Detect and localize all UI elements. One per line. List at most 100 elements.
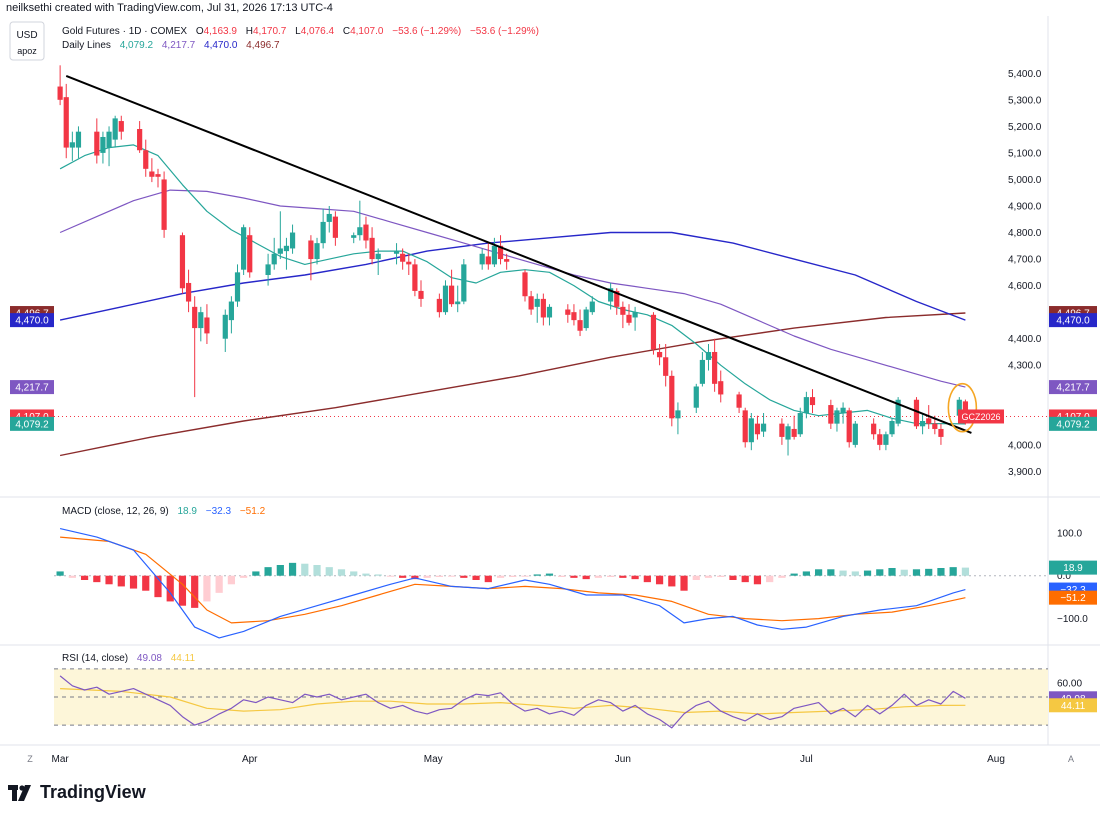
candle bbox=[289, 224, 296, 254]
candle-body bbox=[204, 317, 210, 334]
macd-histogram-bar bbox=[619, 575, 627, 578]
candle bbox=[589, 296, 595, 315]
macd-histogram-bar bbox=[362, 573, 370, 576]
candle bbox=[871, 418, 877, 440]
macd-histogram-bar bbox=[313, 565, 321, 576]
candle-body bbox=[283, 245, 290, 252]
tradingview-logo[interactable]: TradingView bbox=[8, 782, 146, 803]
trendline[interactable] bbox=[65, 74, 972, 434]
candle-body bbox=[577, 320, 583, 331]
macd-histogram-bar bbox=[961, 567, 970, 576]
candle-body bbox=[363, 224, 369, 241]
candle bbox=[656, 344, 663, 366]
candle-body bbox=[320, 221, 326, 244]
macd-histogram-bar bbox=[607, 575, 615, 577]
price-tick-label: 5,200.0 bbox=[1008, 122, 1042, 133]
price-tick-label: 3,900.0 bbox=[1008, 467, 1042, 478]
candle-body bbox=[675, 410, 681, 419]
low-value: 4,076.4 bbox=[301, 26, 335, 37]
left-price-label: 4,079.2 bbox=[15, 419, 49, 430]
candle bbox=[571, 304, 577, 326]
candle-body bbox=[479, 253, 485, 265]
axis-corner-right[interactable]: A bbox=[1068, 754, 1074, 764]
candle-body bbox=[192, 306, 198, 329]
macd-histogram-bar bbox=[888, 568, 896, 576]
candle bbox=[540, 293, 546, 326]
candle-body bbox=[846, 410, 852, 443]
macd-histogram-bar bbox=[876, 569, 884, 576]
candle bbox=[620, 301, 626, 329]
candle bbox=[228, 296, 234, 334]
candle bbox=[192, 296, 198, 398]
candle-body bbox=[779, 423, 785, 437]
candle-body bbox=[626, 314, 632, 323]
candle-body bbox=[565, 309, 571, 315]
candle-body bbox=[455, 301, 461, 305]
time-tick-label: Jul bbox=[800, 754, 813, 765]
tradingview-brand: TradingView bbox=[40, 782, 146, 802]
chart-canvas[interactable]: USD apoz Gold Futures · 1D · COMEX O4,16… bbox=[0, 0, 1100, 780]
highlight-circle[interactable] bbox=[947, 382, 978, 433]
macd-histogram-bar bbox=[521, 575, 529, 577]
candle bbox=[363, 216, 369, 249]
macd-histogram-bar bbox=[631, 575, 639, 580]
candle bbox=[534, 293, 540, 323]
candle-body bbox=[277, 248, 283, 254]
macd-histogram-bar bbox=[729, 575, 737, 580]
price-tick-label: 4,600.0 bbox=[1008, 281, 1042, 292]
rsi-ma-line bbox=[60, 688, 966, 715]
candle-body bbox=[712, 351, 718, 384]
macd-histogram-bar bbox=[325, 567, 333, 576]
macd-histogram-bar bbox=[460, 575, 468, 578]
macd-histogram-bar bbox=[558, 575, 566, 577]
macd-value-macd: −32.3 bbox=[206, 506, 232, 517]
macd-label: MACD (close, 12, 26, 9) bbox=[62, 506, 169, 517]
candle-body bbox=[583, 309, 589, 329]
candle bbox=[712, 338, 718, 392]
macd-histogram-bar bbox=[227, 575, 235, 585]
macd-histogram-bar bbox=[350, 571, 358, 576]
candle-body bbox=[369, 237, 375, 260]
candle-body bbox=[546, 306, 553, 318]
candle-body bbox=[589, 301, 595, 313]
macd-histogram-bar bbox=[93, 575, 101, 583]
candle-body bbox=[852, 423, 858, 445]
candle bbox=[332, 211, 338, 246]
macd-histogram-bar bbox=[925, 568, 933, 576]
axis-price-label: 4,217.7 bbox=[1056, 383, 1090, 394]
candle bbox=[314, 237, 320, 265]
left-price-label-box bbox=[10, 313, 54, 328]
candle bbox=[283, 237, 290, 270]
candle-body bbox=[938, 428, 944, 437]
candle bbox=[791, 415, 797, 440]
candle bbox=[828, 399, 834, 429]
candle-body bbox=[94, 131, 100, 156]
close-value: 4,107.0 bbox=[350, 26, 384, 37]
daily-line-ma50: 4,217.7 bbox=[162, 40, 196, 51]
candle bbox=[198, 306, 204, 342]
candle-body bbox=[497, 245, 504, 260]
candle-body bbox=[803, 397, 809, 414]
macd-histogram-bar bbox=[264, 567, 272, 576]
left-price-label-box bbox=[10, 380, 54, 395]
macd-histogram-bar bbox=[178, 575, 187, 606]
candle bbox=[271, 237, 277, 270]
candle bbox=[834, 407, 840, 432]
axis-price-label-box bbox=[1049, 380, 1097, 395]
open-label: O bbox=[196, 26, 204, 37]
daily-line-ma200: 4,496.7 bbox=[246, 40, 280, 51]
axis-corner-left[interactable]: Z bbox=[27, 754, 33, 764]
high-label: H bbox=[246, 26, 253, 37]
candle-body bbox=[926, 418, 932, 424]
macd-histogram-bar bbox=[166, 575, 174, 602]
macd-histogram-bar bbox=[288, 562, 297, 576]
macd-histogram-bar bbox=[154, 575, 162, 598]
candle-body bbox=[871, 423, 877, 435]
price-tick-label: 4,300.0 bbox=[1008, 361, 1042, 372]
candle bbox=[809, 389, 816, 414]
candle bbox=[840, 402, 846, 424]
macd-tick-label: 0.0 bbox=[1057, 571, 1071, 582]
ma50-line bbox=[59, 189, 966, 388]
macd-histogram-bar bbox=[484, 575, 492, 583]
currency-box[interactable]: USD apoz bbox=[9, 21, 45, 61]
